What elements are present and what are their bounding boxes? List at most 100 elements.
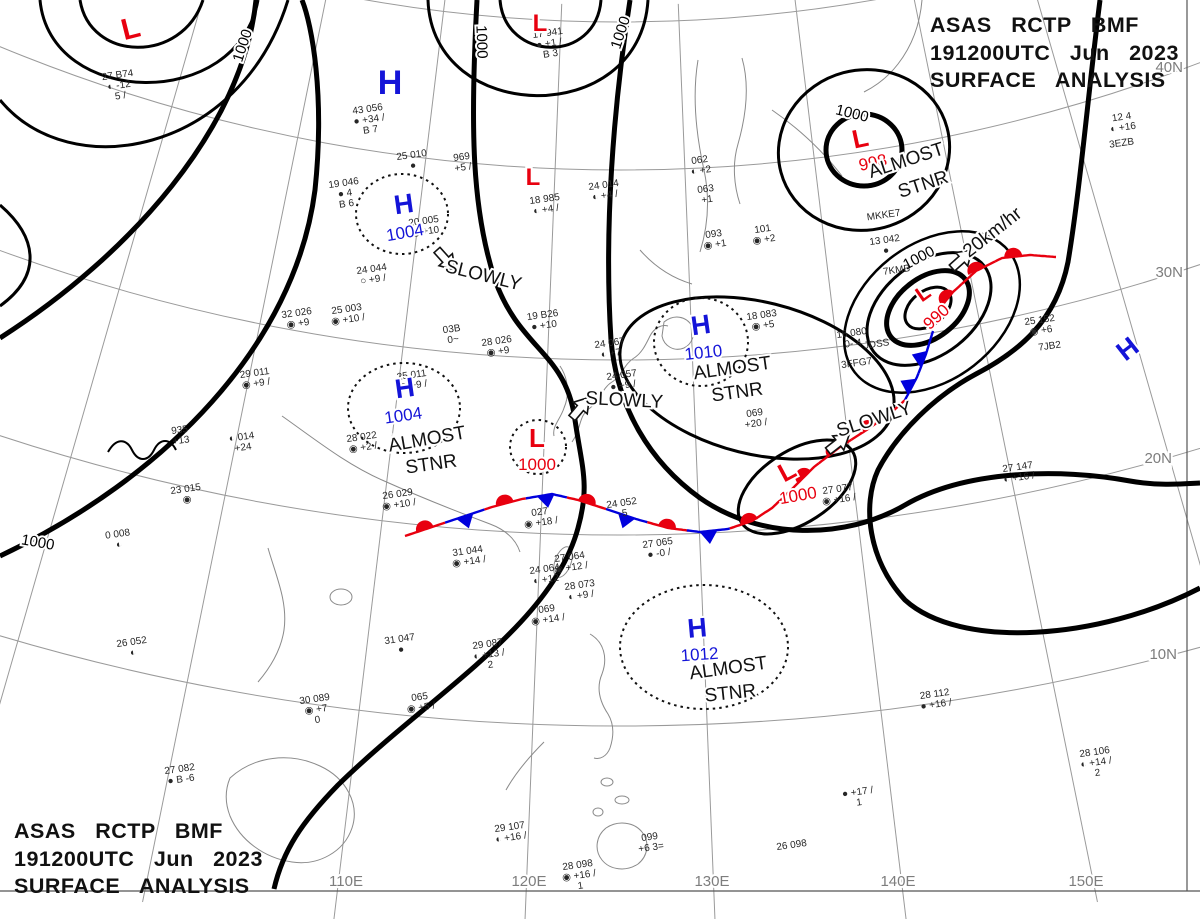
warm-front-symbol <box>795 467 811 484</box>
low-center-letter: L <box>118 11 144 47</box>
station-plot-text: 28 026 <box>481 334 513 349</box>
station-plot-text: 31 044 <box>452 544 484 559</box>
station-plot-text: ● 4 <box>337 187 353 200</box>
station-plot: JDSS <box>863 337 890 351</box>
motion-annotation: ALMOST <box>387 422 468 456</box>
warm-front-line <box>994 253 1057 263</box>
station-plot-text: ◐ +14 / <box>1080 755 1113 770</box>
station-plot-text: ◉ +14 / <box>451 554 486 570</box>
cold-front-symbol <box>618 513 636 529</box>
station-plot-text: 25 152 <box>1024 313 1056 328</box>
station-plot-text: +24 <box>234 441 253 454</box>
station-plot-text: 29 011 <box>239 366 271 381</box>
station-plot-text: ● +9 / <box>610 379 637 394</box>
island-coastline <box>592 807 604 817</box>
station-plot: 24 064◐ +12 <box>529 562 561 587</box>
low-center-letter: L <box>533 10 548 37</box>
cold-front-symbol <box>699 530 718 545</box>
pressure-value-label: 1004 <box>385 220 426 245</box>
coastline <box>694 59 708 253</box>
isobar <box>0 203 32 308</box>
station-plot-text: ● <box>397 644 405 656</box>
station-plot-text: ◐ +2 <box>690 164 712 178</box>
pressure-value-label: 1000 <box>518 455 556 474</box>
station-plot: 17 941● +1 /B 3 <box>532 26 564 61</box>
annotations: L LLLLLLHHHHHH100410041010101210001000998… <box>116 8 1147 709</box>
coastlines <box>225 0 923 870</box>
station-plot-text: +5 / <box>454 161 473 174</box>
station-plot: 26 052◐ <box>116 635 148 659</box>
isobar <box>426 0 650 98</box>
station-plot-text: ◐ -12 <box>107 79 132 93</box>
title-line-1: ASAS RCTP BMF <box>930 13 1139 37</box>
station-plot: ◐ 014+24 <box>228 430 255 454</box>
station-plot-text: 29 087 <box>472 637 504 652</box>
station-plot-text: 25 011 <box>396 368 428 383</box>
dotted-center-circles <box>347 173 789 710</box>
station-plot: 065◉ +5 / <box>406 691 436 715</box>
dotted-center-circle <box>653 297 749 387</box>
station-plot-text: 28 073 <box>564 578 596 593</box>
station-plot: 935+13 <box>171 424 191 448</box>
latitude-label: 20N <box>1144 450 1172 467</box>
station-plot-text: 062 <box>691 154 709 167</box>
station-plot: 43 056● +34 /B 7 <box>352 102 386 137</box>
station-plot: 19 B26● +10 <box>526 308 559 333</box>
station-plot-text: 43 056 <box>352 102 384 117</box>
station-plot-text: 28 098 <box>562 858 594 873</box>
station-plot-text: 13 042 <box>869 233 901 248</box>
longitude-line <box>677 3 716 919</box>
station-plot: 969+5 / <box>453 151 473 175</box>
station-plot-text: 3EZB <box>1109 136 1136 150</box>
cold-front-symbol <box>900 378 917 395</box>
station-plot-text: ◉ +6 <box>1029 324 1054 338</box>
movement-arrow <box>432 246 457 272</box>
chart-title-top-right: ASAS RCTP BMF 191200UTC Jun 2023 SURFACE… <box>930 12 1179 95</box>
station-plot-text: ◉ +9 <box>286 317 311 331</box>
station-plot-text: 1 <box>856 797 863 809</box>
station-plot-text: -5 <box>618 508 629 520</box>
station-plot-text: JDSS <box>863 337 890 351</box>
station-plot-text: ◐ <box>115 539 123 551</box>
station-plot-text: 099 <box>641 831 659 844</box>
station-plot-text: ◉ +16 / <box>561 868 596 884</box>
stationary-front-line <box>686 527 731 534</box>
station-plot-text: ◉ +5 / <box>406 700 436 715</box>
station-plot-text: ● B -6 <box>167 773 196 788</box>
station-plot-text: 28 106 <box>1079 745 1111 760</box>
motion-annotation: SLOWLY <box>585 388 664 413</box>
station-plot: 101◉ +2 <box>752 223 777 247</box>
high-center-letter: H <box>392 188 415 220</box>
station-plot: 28 022◉ +2 / <box>346 430 378 455</box>
longitude-line <box>794 0 907 919</box>
station-plot-text: ◉ <box>182 494 192 506</box>
high-center-letter: H <box>393 372 416 404</box>
station-plot: 13 042● <box>869 233 901 257</box>
low-center-letter: L <box>529 423 545 453</box>
station-plot-text: +20 / <box>744 417 768 431</box>
longitude-label: 120E <box>511 873 546 890</box>
station-plot-text: B 7 <box>362 124 379 137</box>
longitude-label: 110E <box>329 873 363 890</box>
station-plot-text: ◉ +1 <box>703 238 728 252</box>
warm-front-symbol <box>658 518 676 531</box>
station-plots: 27 B74◐ -125 /43 056● +34 /B 719 046● 4B… <box>101 26 1137 892</box>
title-line-2: 191200UTC Jun 2023 <box>930 40 1179 65</box>
station-plot: 19 046● 4B 6 <box>328 176 360 211</box>
station-plot-text: 24 064 <box>529 562 561 577</box>
station-plot-text: 23 015 <box>170 482 202 497</box>
isobar <box>107 440 177 460</box>
station-plot-text: 27 077 <box>822 482 854 497</box>
coastline <box>596 822 648 870</box>
station-plot-text: ◐ +16 / <box>1003 470 1036 485</box>
station-plot-text: 18 083 <box>746 308 778 323</box>
isobar <box>271 0 587 890</box>
station-plot-text: 27 147 <box>1002 460 1034 475</box>
isobar <box>0 0 259 341</box>
isobar <box>618 295 896 461</box>
station-plot: MKKE7 <box>866 208 902 224</box>
isobar <box>867 0 1200 636</box>
station-plot: 28 073◐ +9 / <box>564 578 596 603</box>
